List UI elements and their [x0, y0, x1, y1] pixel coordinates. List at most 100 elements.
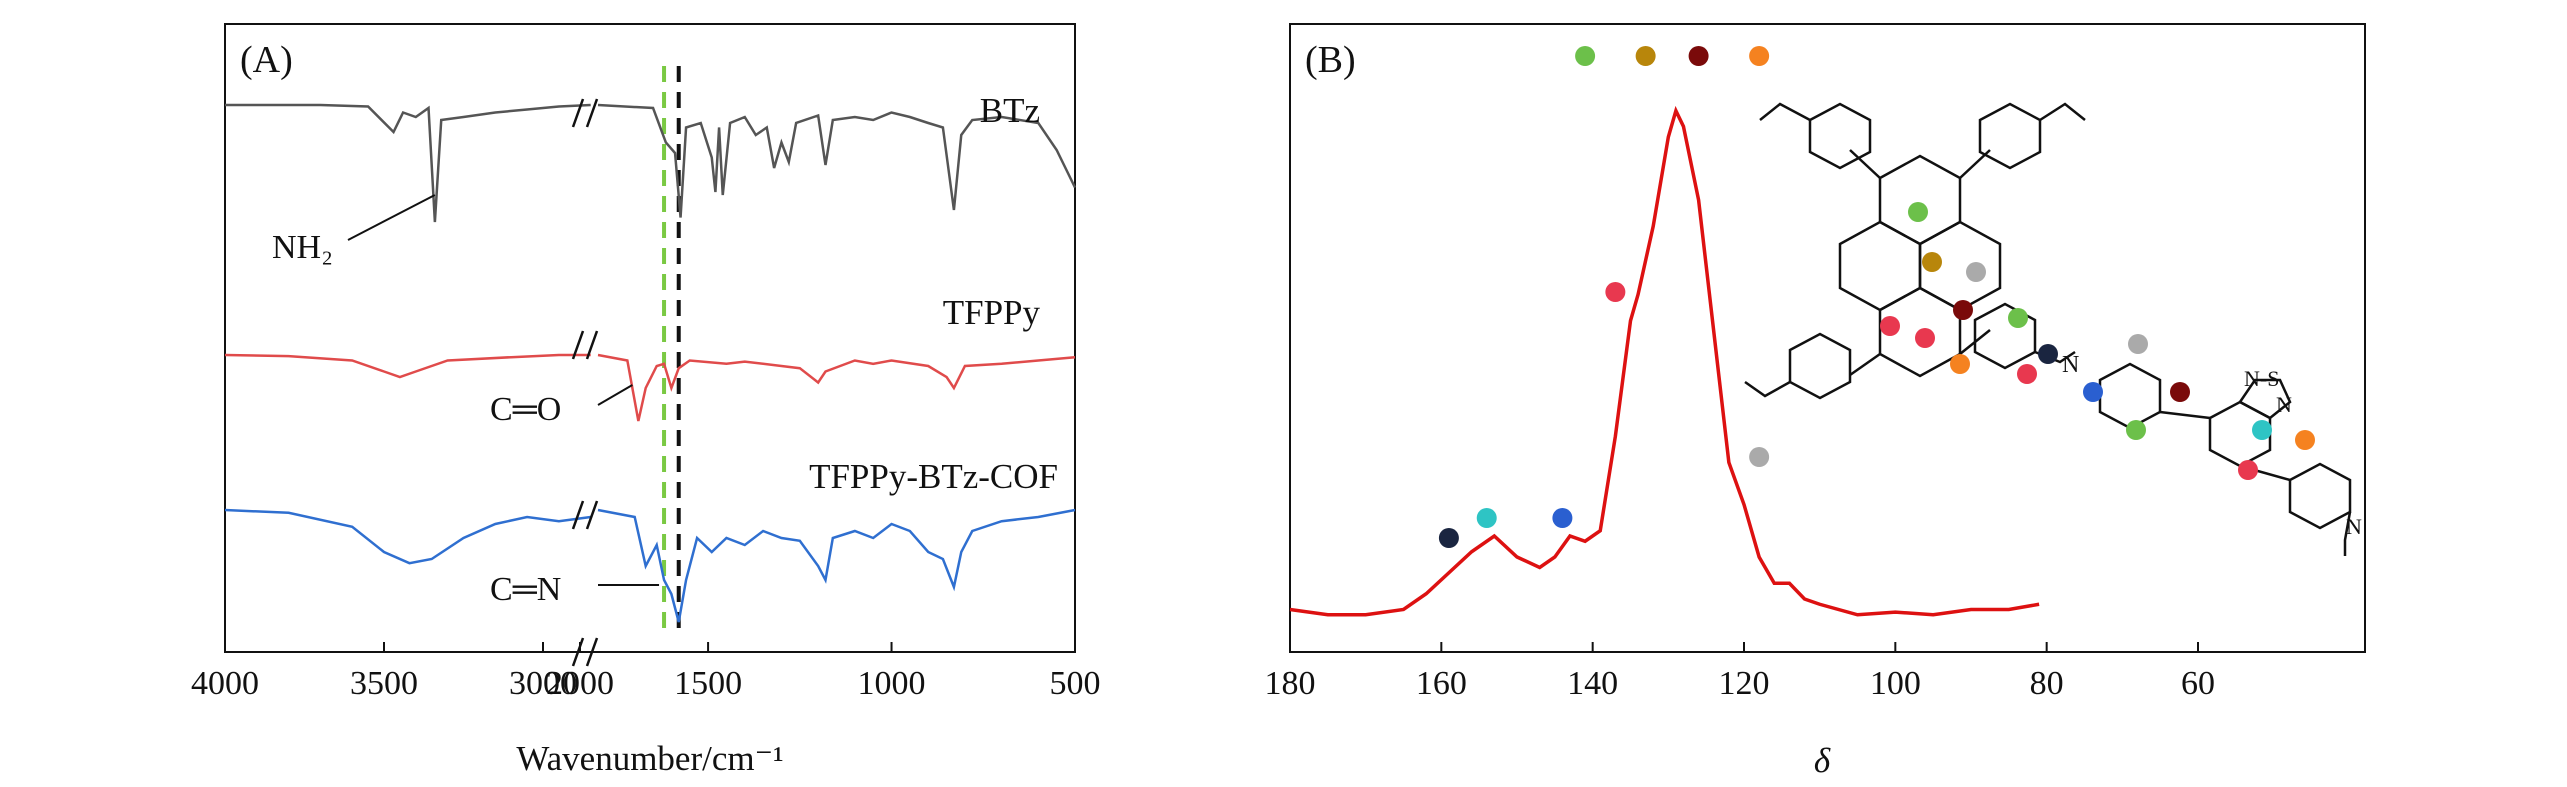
peak-marker	[1749, 447, 1770, 467]
peak-markers	[1438, 46, 1770, 548]
break-mark	[585, 330, 599, 360]
break-mark	[571, 637, 585, 667]
x-tick-label: 1000	[858, 665, 926, 702]
break-mark	[585, 98, 599, 128]
series-line-1	[597, 353, 1076, 422]
x-axis-label: δ	[1814, 741, 1831, 780]
panel-a: (A) BTz TFPPy TFPPy-BTz-COF NH₂ C═O C═N 4000…	[191, 23, 1101, 778]
panel-a-label: (A)	[240, 39, 293, 81]
x-axis-label: Wavenumber/cm⁻¹	[516, 739, 783, 778]
top-marker	[1688, 46, 1709, 66]
atom-n-imine: N	[2062, 352, 2079, 378]
vinyl-top-left	[1759, 102, 1811, 122]
nmr-line	[1289, 105, 2040, 617]
phenyl-top-left	[1808, 102, 1872, 170]
panel-b-label: (B)	[1305, 39, 1356, 81]
panel-a-frame	[224, 23, 1076, 653]
series-label: TFPPy	[943, 293, 1041, 332]
marker-darkred	[2170, 382, 2190, 402]
peak-marker	[1552, 508, 1573, 528]
x-tick-label: 80	[2030, 665, 2064, 702]
top-marker	[1635, 46, 1656, 66]
marker-grey	[2128, 334, 2148, 354]
peak-marker	[1438, 528, 1459, 548]
annotation-label: NH₂	[272, 229, 333, 266]
btz-phenyl-a	[2098, 362, 2162, 430]
x-tick-label: 500	[1050, 665, 1101, 702]
marker-orange	[1950, 354, 1970, 374]
btz-phenyl-b	[2288, 462, 2352, 530]
thiadiazole	[2238, 378, 2292, 420]
x-tick-label: 120	[1719, 665, 1770, 702]
x-tick-label: 3500	[350, 665, 418, 702]
reference-lines	[662, 66, 681, 632]
break-mark	[585, 637, 599, 667]
series-label: BTz	[980, 91, 1040, 130]
vinyl-top-right	[2039, 102, 2086, 122]
molecule-atom-labels: N N-S N N	[2062, 352, 2362, 539]
bond	[1849, 149, 1881, 179]
break-mark	[585, 500, 599, 530]
x-tick-label: 1500	[674, 665, 742, 702]
peak-marker	[1605, 282, 1626, 302]
panel-b-frame	[1289, 23, 2366, 653]
peak-annotations: NH₂ C═O C═N	[272, 194, 660, 608]
marker-green	[1908, 202, 1928, 222]
marker-orange	[2295, 430, 2315, 450]
break-mark	[571, 500, 585, 530]
annotation-label: C═O	[490, 391, 561, 428]
x-tick-label: 100	[1870, 665, 1921, 702]
atom-n-s-n: N-S	[2244, 366, 2279, 391]
phenyl-bottom-left	[1788, 332, 1852, 400]
marker-blue	[2083, 382, 2103, 402]
peak-marker	[1476, 508, 1497, 528]
molecular-structure-drawing	[1744, 102, 2352, 556]
marker-pink	[1880, 316, 1900, 336]
top-marker	[1749, 46, 1770, 66]
spectra-series	[224, 103, 1077, 623]
series-line-1	[224, 353, 591, 379]
marker-navy	[2038, 344, 2058, 364]
axis-break-marks	[571, 98, 599, 667]
x-tick-label: 140	[1567, 665, 1618, 702]
series-line-2	[597, 508, 1076, 623]
marker-pink	[2017, 364, 2037, 384]
marker-teal	[2252, 420, 2272, 440]
series-line-0	[597, 103, 1077, 218]
atom-n-btz: N	[2276, 392, 2292, 417]
nmr-series	[1289, 105, 2040, 617]
bond	[2159, 410, 2211, 420]
marker-pink	[1915, 328, 1935, 348]
phenyl-top-right	[1978, 102, 2042, 170]
x-tick-label: 2000	[546, 665, 614, 702]
break-mark	[571, 330, 585, 360]
marker-grey	[1966, 262, 1986, 282]
bond	[1849, 352, 1881, 377]
pyrene-ring-2	[1838, 220, 1922, 312]
panel-b: (B) 180 160 140 120 100 80 60 δ	[1265, 23, 2366, 780]
series-label: TFPPy-BTz-COF	[809, 457, 1058, 496]
x-axis-ticks: 180 160 140 120 100 80 60	[1265, 642, 2215, 702]
annotation-label: C═N	[490, 571, 561, 608]
annotation-leader	[347, 194, 436, 241]
x-tick-label: 3000	[509, 665, 577, 702]
x-tick-label: 160	[1416, 665, 1467, 702]
terminal-imine	[2343, 511, 2352, 556]
series-line-0	[225, 103, 591, 223]
marker-gold	[1922, 252, 1942, 272]
marker-green	[2126, 420, 2146, 440]
x-tick-label: 180	[1265, 665, 1316, 702]
marker-darkred	[1953, 300, 1973, 320]
marker-green	[2008, 308, 2028, 328]
x-tick-label: 60	[2181, 665, 2215, 702]
x-tick-label: 4000	[191, 665, 259, 702]
top-marker	[1575, 46, 1596, 66]
series-line-2	[224, 508, 591, 565]
annotation-leader	[597, 384, 633, 406]
break-mark	[571, 98, 585, 128]
series-labels: BTz TFPPy TFPPy-BTz-COF	[809, 91, 1058, 496]
atom-n-terminal: N	[2346, 514, 2362, 539]
pyrene-ring-1	[1878, 154, 1962, 246]
